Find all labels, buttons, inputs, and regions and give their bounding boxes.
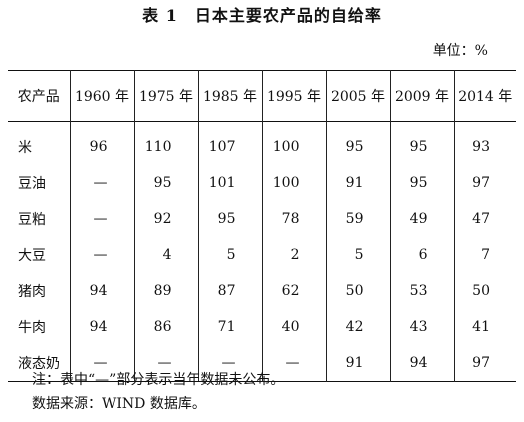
table-row: 液态奶 — — — —91 94 97	[8, 345, 516, 382]
table-cell: 97	[453, 345, 516, 382]
table-cell: 47	[453, 201, 516, 237]
table-cell: 101	[197, 165, 262, 201]
row-label: 大豆	[18, 248, 46, 264]
row-label: 猪肉	[18, 284, 46, 300]
table-cell: 86	[133, 309, 198, 345]
header-year: 2009 年	[389, 70, 454, 122]
table-cell: 94	[389, 345, 454, 382]
table-cell: —	[133, 345, 198, 382]
table-cell: 87	[197, 273, 262, 309]
header-year: 1985 年	[197, 70, 262, 122]
header-product: 农产品	[17, 89, 60, 105]
table-cell: 2	[261, 237, 326, 273]
header-year: 1995 年	[261, 70, 326, 122]
table-cell: 95	[133, 165, 198, 201]
table-body: 米 96 110 107 100 95 95 93 豆油 —95 101 100 91 95 97 豆粕 —92…	[8, 121, 516, 382]
table-cell: 50	[325, 273, 390, 309]
table-cell: —	[69, 201, 134, 237]
table-cell: —	[69, 237, 134, 273]
table-cell: 89	[133, 273, 198, 309]
table-cell: —	[69, 345, 134, 382]
row-label: 豆油	[18, 176, 46, 192]
table-cell: —	[69, 165, 134, 201]
row-label: 米	[18, 140, 32, 156]
table-cell: 95	[197, 201, 262, 237]
table-cell: 53	[389, 273, 454, 309]
table-cell: 94	[69, 309, 134, 345]
table-cell: 95	[325, 121, 390, 165]
table-cell: 43	[389, 309, 454, 345]
table-cell: 110	[133, 121, 198, 165]
header-year: 2014 年	[453, 70, 516, 122]
table-row: 牛肉 94 86 71 40 42 43 41	[8, 309, 516, 345]
table-cell: 59	[325, 201, 390, 237]
table-row: 大豆 —4 5 2 5 6 7	[8, 237, 516, 273]
table-cell: 6	[389, 237, 454, 273]
table-cell: 92	[133, 201, 198, 237]
table-title: 表 1 日本主要农产品的自给率	[142, 6, 382, 25]
table-cell: 71	[197, 309, 262, 345]
table-cell: 93	[453, 121, 516, 165]
table-cell: 62	[261, 273, 326, 309]
table-cell: 94	[69, 273, 134, 309]
table-cell: 91	[325, 345, 390, 382]
row-label: 豆粕	[18, 212, 46, 228]
table-cell: 50	[453, 273, 516, 309]
table-cell: 4	[133, 237, 198, 273]
table-cell: 49	[389, 201, 454, 237]
table-cell: 40	[261, 309, 326, 345]
table-cell: 5	[197, 237, 262, 273]
row-label: 牛肉	[18, 320, 46, 336]
table-cell: —	[261, 345, 326, 382]
header-year: 1975 年	[133, 70, 198, 122]
table-cell: 41	[453, 309, 516, 345]
header-year: 1960 年	[69, 70, 134, 122]
table-cell: 97	[453, 165, 516, 201]
table-row: 豆油 —95 101 100 91 95 97	[8, 165, 516, 201]
table-row: 豆粕 —92 95 78 59 49 47	[8, 201, 516, 237]
table-cell: 7	[453, 237, 516, 273]
table-cell: —	[197, 345, 262, 382]
table-cell: 95	[389, 165, 454, 201]
table-cell: 100	[261, 121, 326, 165]
table-cell: 107	[197, 121, 262, 165]
table-cell: 91	[325, 165, 390, 201]
source-text: 数据来源：WIND 数据库。	[32, 396, 206, 412]
row-label: 液态奶	[18, 356, 60, 372]
table-row: 猪肉 94 89 87 62 50 53 50	[8, 273, 516, 309]
unit-label: 单位：%	[432, 43, 488, 59]
header-year: 2005 年	[325, 70, 390, 122]
table-row: 米 96 110 107 100 95 95 93	[8, 121, 516, 165]
note-text: 注：表中“—”部分表示当年数据未公布。	[32, 372, 285, 388]
table-cell: 96	[69, 121, 134, 165]
table-cell: 5	[325, 237, 390, 273]
table-cell: 95	[389, 121, 454, 165]
notes: 注：表中“—”部分表示当年数据未公布。 数据来源：WIND 数据库。	[32, 368, 284, 416]
table-cell: 78	[261, 201, 326, 237]
table-cell: 100	[261, 165, 326, 201]
table-cell: 42	[325, 309, 390, 345]
